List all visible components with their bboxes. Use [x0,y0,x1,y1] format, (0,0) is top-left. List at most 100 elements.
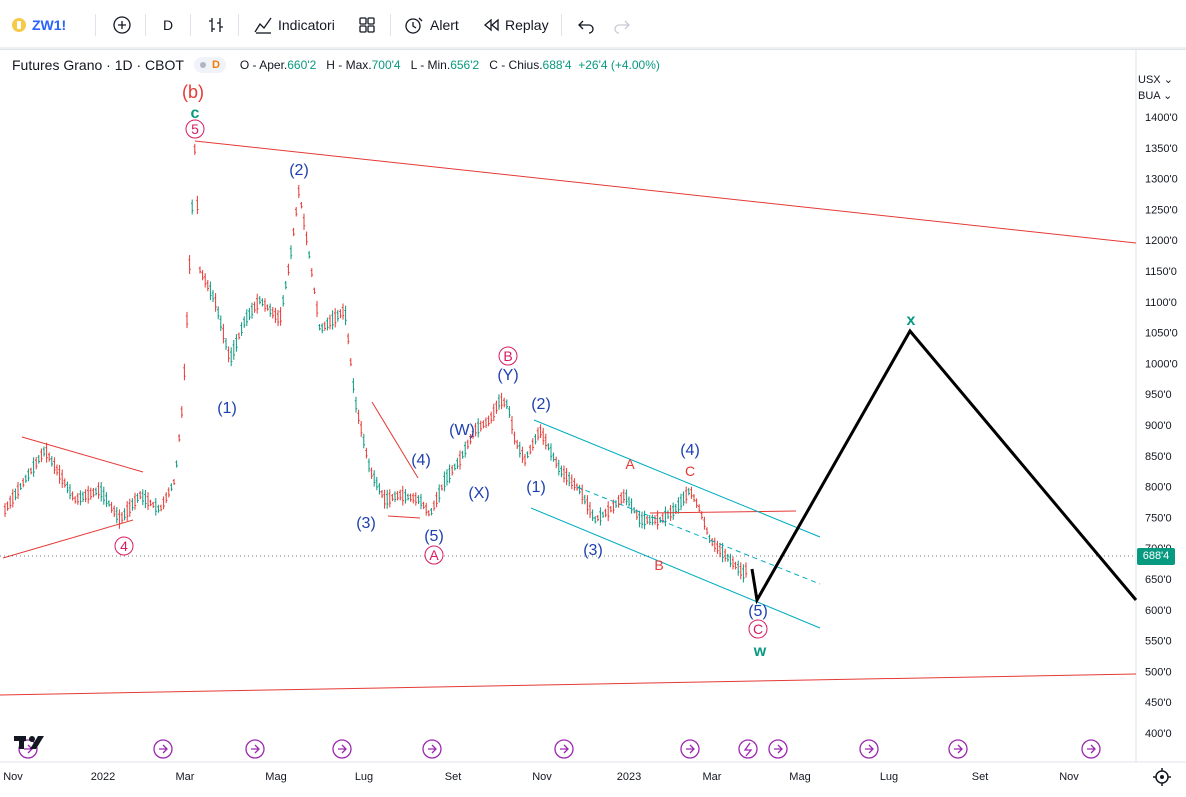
event-arrow-icon [865,744,874,754]
divider [390,14,391,36]
event-arrow-icon [560,744,569,754]
low-value: 656'2 [450,58,480,72]
price-tick-label: 900'0 [1145,420,1172,432]
currency-label: USX [1138,74,1161,86]
event-arrow-icon [1087,744,1096,754]
divider [238,14,239,36]
layout-button[interactable] [357,10,377,40]
layout-icon [359,17,375,33]
price-tick-label: 850'0 [1145,451,1172,463]
price-tick-label: 400'0 [1145,728,1172,740]
time-tick-label: Nov [532,771,552,783]
alert-label: Alert [430,17,459,33]
tradingview-logo-icon[interactable] [14,736,44,749]
legend-badge[interactable]: D [193,57,226,73]
change-value: +26'4 (+4.00%) [578,58,660,72]
wedge-lower-line [387,515,421,519]
price-tick-label: 1300'0 [1145,174,1178,186]
event-arrow-icon [428,744,437,754]
wave-label-2-mid: (2) [531,396,551,413]
wave-label-y: (Y) [497,367,518,384]
wave-label-3-mid: (3) [583,542,603,559]
time-tick-label: Mar [176,771,195,783]
wave-label-a-circle: A [429,547,439,563]
price-tick-label: 1350'0 [1145,143,1178,155]
price-tick-label: 1200'0 [1145,235,1178,247]
add-symbol-button[interactable] [112,10,132,40]
status-dot-icon [199,62,206,69]
time-tick-label: Set [972,771,989,783]
wave-label-c: c [191,105,200,122]
wave-label-2: (2) [289,162,309,179]
time-axis[interactable]: Nov 2022 Mar Mag Lug Set Nov 2023 Mar Mag Lug Set No… [3,771,1079,783]
wave-label-b-red: B [654,557,663,573]
chart-type-button[interactable] [206,10,226,40]
event-arrow-icon [954,744,963,754]
wave-label-c-red: C [685,463,695,479]
price-axis[interactable]: 1400'0 1350'0 1300'0 1250'0 1200'0 1150'0 1100… [1145,112,1178,740]
replay-label: Replay [505,17,549,33]
drawings [0,140,1138,696]
gear-icon[interactable] [1153,768,1171,786]
price-tick-label: 600'0 [1145,605,1172,617]
close-value: 688'4 [542,58,572,72]
divider [561,14,562,36]
circle-b-badge [498,346,518,366]
time-tick-label: Lug [355,771,373,783]
divider [95,14,96,36]
symbol-search-button[interactable]: ZW1! [12,10,66,40]
currency-selector[interactable]: USX ⌄ BUA ⌄ [1138,72,1173,104]
interval-label: D [163,17,174,33]
wave-label-4-circle: 4 [120,538,128,554]
event-arrow-icon [686,744,695,754]
horizontal-resistance-line [649,510,797,514]
replay-icon [483,18,499,32]
time-tick-label: Lug [880,771,898,783]
wave-label-b-circle: B [503,348,512,364]
time-tick-label: Mag [265,771,286,783]
wave-label-a-red: A [625,456,635,472]
wave-label-4-mid: (4) [680,442,700,459]
wave-label-b: (b) [182,82,204,102]
symbol-logo-icon [12,18,26,32]
legend-ohlc: O - Aper.660'2 H - Max.700'4 L - Min.656… [240,58,660,72]
open-value: 660'2 [287,58,317,72]
price-tick-label: 500'0 [1145,666,1172,678]
replay-button[interactable]: Replay [481,10,549,40]
circle-c-badge [748,619,768,639]
indicators-button[interactable]: Indicatori [253,10,335,40]
price-tick-label: 1000'0 [1145,358,1178,370]
wave-label-3: (3) [356,515,376,532]
wave-label-5-circle: 5 [191,121,199,137]
event-icon[interactable] [738,739,758,759]
undo-button[interactable] [576,10,596,40]
high-value: 700'4 [371,58,401,72]
legend-title[interactable]: Futures Grano · 1D · CBOT [12,57,184,73]
chart-legend: Futures Grano · 1D · CBOT D O - Aper.660… [12,57,660,73]
legend-badge-label: D [211,59,220,71]
low-label: L - Min. [410,58,451,72]
time-tick-label: Mar [703,771,722,783]
divider [145,14,146,36]
time-tick-label: 2022 [91,771,115,783]
candles-group [3,143,748,583]
triangle-upper-line [21,436,144,473]
close-label: C - Chius. [489,58,543,72]
wave-label-5: (5) [424,528,444,545]
wave-label-w-green: w [753,643,767,660]
wedge-upper-line [371,401,419,479]
high-label: H - Max. [326,58,372,72]
price-tick-label: 950'0 [1145,389,1172,401]
channel-upper-line [533,419,821,538]
top-toolbar: ZW1! D Indicatori Alert Replay [0,0,1186,50]
undo-icon [578,20,594,34]
wave-label-1-mid: (1) [526,479,546,496]
interval-button[interactable]: D [163,10,173,40]
time-tick-label: Nov [3,771,23,783]
indicators-icon [254,17,272,34]
circle-5-badge [185,119,205,139]
alert-button[interactable]: Alert [403,10,459,40]
redo-button[interactable] [612,10,632,40]
plus-circle-icon [113,16,131,34]
